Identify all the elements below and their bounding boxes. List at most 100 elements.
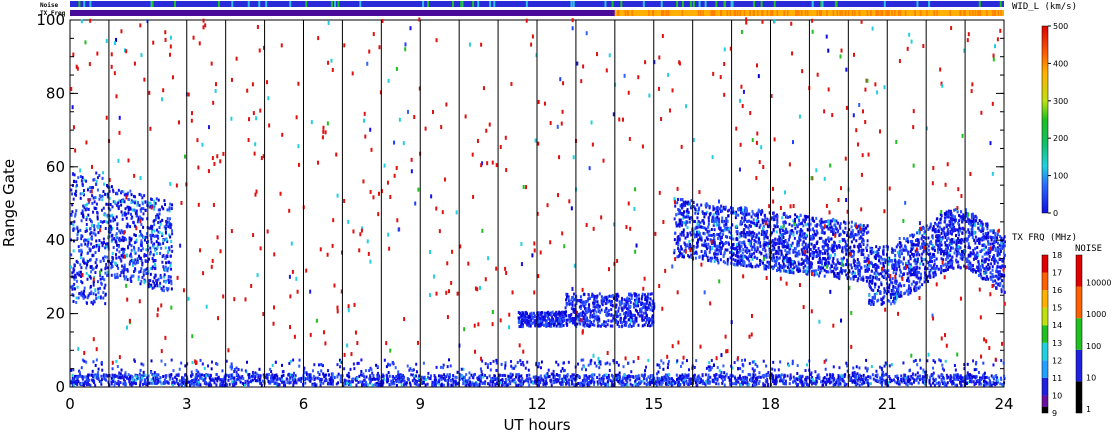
echo-cell — [221, 369, 224, 373]
echo-cell — [206, 382, 209, 386]
echo-cell — [874, 374, 877, 378]
echo-cell — [683, 378, 686, 382]
echo-cell — [126, 269, 129, 273]
echo-cell — [846, 369, 849, 373]
echo-cell — [189, 383, 192, 387]
echo-cell — [596, 382, 599, 386]
echo-cell — [168, 225, 171, 229]
echo-cell — [580, 358, 583, 362]
echo-cell — [217, 376, 220, 380]
echo-cell — [723, 375, 726, 379]
echo-cell — [104, 266, 107, 270]
echo-cell — [926, 359, 929, 363]
echo-cell — [233, 379, 236, 383]
echo-cell — [535, 363, 538, 367]
echo-cell — [941, 363, 944, 367]
echo-cell — [120, 229, 123, 233]
echo-cell — [129, 212, 132, 216]
echo-cell — [87, 259, 90, 263]
echo-cell — [676, 359, 679, 363]
echo-cell — [478, 378, 481, 382]
echo-cell — [151, 228, 154, 232]
echo-cell — [641, 373, 644, 377]
echo-cell — [76, 227, 79, 231]
echo-cell — [604, 383, 607, 387]
echo-cell — [542, 318, 545, 322]
echo-cell — [79, 263, 82, 267]
echo-cell — [123, 378, 126, 382]
echo-cell — [191, 379, 194, 383]
echo-cell — [733, 375, 736, 379]
echo-cell — [539, 311, 542, 315]
echo-cell — [158, 284, 161, 288]
echo-cell — [865, 358, 868, 362]
echo-cell — [146, 376, 149, 380]
echo-cell — [247, 373, 250, 377]
echo-cell — [742, 364, 745, 368]
txfreq-strip-mark — [627, 10, 629, 16]
echo-cell — [643, 304, 646, 308]
echo-cell — [332, 379, 335, 383]
echo-cell — [854, 374, 857, 378]
echo-cell — [92, 378, 95, 382]
echo-cell — [71, 210, 74, 214]
echo-cell — [106, 215, 109, 219]
echo-cell — [506, 383, 509, 387]
echo-cell — [116, 264, 119, 268]
echo-cell — [552, 373, 555, 377]
echo-cell — [1000, 359, 1003, 363]
echo-cell — [554, 321, 557, 325]
echo-cell — [71, 271, 74, 275]
echo-cell — [500, 378, 503, 382]
echo-cell — [546, 372, 549, 376]
noise-strip-mark — [258, 1, 261, 7]
echo-cell — [666, 366, 669, 370]
echo-cell — [568, 320, 571, 324]
echo-cell — [175, 380, 178, 384]
echo-cell — [114, 261, 117, 265]
echo-cell — [635, 304, 638, 308]
echo-cell — [113, 237, 116, 241]
echo-cell — [85, 378, 88, 382]
echo-cell — [986, 381, 989, 385]
echo-cell — [649, 303, 652, 307]
echo-cell — [508, 377, 511, 381]
echo-cell — [634, 308, 637, 312]
echo-cell — [168, 377, 171, 381]
echo-cell — [355, 383, 358, 387]
echo-cell — [74, 214, 77, 218]
echo-cell — [77, 374, 80, 378]
echo-cell — [989, 383, 992, 387]
txfreq-strip-early — [70, 10, 615, 16]
echo-cell — [406, 364, 409, 368]
echo-cell — [866, 369, 869, 373]
echo-cell — [171, 381, 174, 385]
txfreq-strip-mark — [878, 10, 880, 16]
echo-cell — [149, 226, 152, 230]
echo-cell — [372, 374, 375, 378]
echo-cell — [363, 378, 366, 382]
echo-cell — [388, 374, 391, 378]
echo-cell — [611, 324, 614, 328]
echo-cell — [166, 217, 169, 221]
echo-cell — [800, 382, 803, 386]
echo-cell — [879, 365, 882, 369]
echo-cell — [629, 315, 632, 319]
echo-cell — [104, 292, 107, 296]
noise-strip-mark — [151, 1, 154, 7]
txfreq-strip-mark — [933, 10, 936, 16]
echo-cell — [151, 225, 154, 229]
echo-cell — [647, 375, 650, 379]
echo-cell — [97, 367, 100, 371]
txfreq-strip-mark — [770, 10, 772, 16]
echo-cell — [124, 374, 127, 378]
echo-cell — [651, 321, 654, 325]
echo-cell — [542, 378, 545, 382]
echo-cell — [323, 379, 326, 383]
echo-cell — [97, 373, 100, 377]
echo-cell — [596, 321, 599, 325]
echo-cell — [154, 381, 157, 385]
echo-cell — [153, 242, 156, 246]
echo-cell — [588, 375, 591, 379]
echo-cell — [390, 379, 393, 383]
